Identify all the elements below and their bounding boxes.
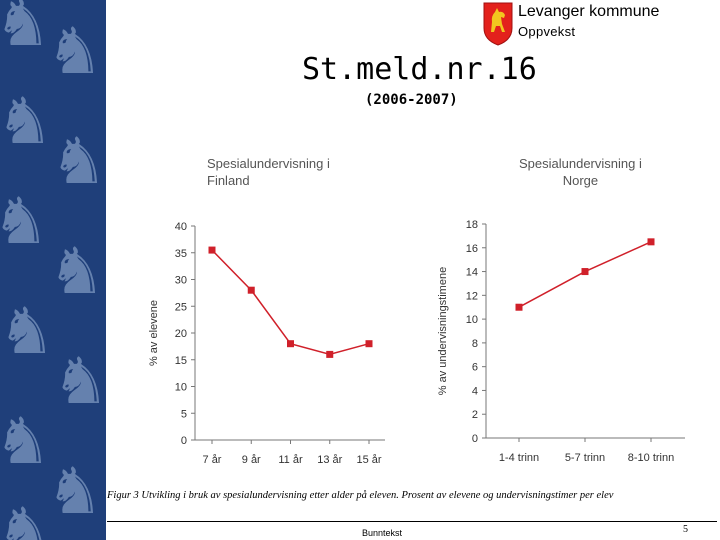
page-title: St.meld.nr.16 (302, 52, 537, 87)
brand-subtitle: Oppvekst (518, 24, 576, 39)
chart-title-line: Norge (562, 173, 599, 188)
brand-name: Levanger kommune (518, 3, 660, 20)
x-tick-label: 1-4 trinn (499, 452, 539, 464)
horse-icon: ♞ (0, 185, 50, 259)
decorative-sidebar: ♞ ♞ ♞ ♞ ♞ ♞ ♞ ♞ ♞ ♞ ♞ (0, 0, 106, 540)
y-tick-label: 40 (175, 221, 187, 233)
chart-title-line: Spesialundervisning i (207, 156, 330, 171)
horse-icon: ♞ (46, 15, 104, 89)
page-number: 5 (683, 524, 688, 535)
data-point (581, 268, 589, 276)
horse-icon: ♞ (48, 235, 106, 309)
x-tick-label: 5-7 trinn (565, 452, 605, 464)
footer-divider (107, 521, 717, 522)
page-subtitle: (2006-2007) (365, 92, 458, 108)
x-tick-label: 9 år (242, 454, 261, 466)
chart-title-line: Spesialundervisning i (519, 156, 642, 171)
data-point (208, 246, 216, 254)
horse-icon: ♞ (0, 495, 54, 540)
figure-caption: Figur 3 Utvikling i bruk av spesialunder… (107, 490, 614, 501)
y-tick-label: 2 (472, 409, 478, 421)
y-tick-label: 0 (472, 433, 478, 445)
y-axis-label: % av undervisningstimene (437, 267, 449, 395)
x-tick-label: 8-10 trinn (628, 452, 674, 464)
y-tick-label: 15 (175, 355, 187, 367)
footer-text: Bunntekst (362, 528, 403, 538)
horse-icon: ♞ (50, 125, 106, 199)
chart-title-line: Finland (207, 173, 250, 188)
horse-icon: ♞ (0, 0, 52, 61)
coat-of-arms-logo (483, 2, 513, 46)
y-tick-label: 10 (466, 314, 478, 326)
y-tick-label: 20 (175, 328, 187, 340)
data-point (515, 303, 523, 311)
y-tick-label: 14 (466, 267, 478, 279)
y-tick-label: 35 (175, 248, 187, 260)
y-tick-label: 6 (472, 362, 478, 374)
data-point (247, 286, 255, 294)
y-tick-label: 10 (175, 382, 187, 394)
y-tick-label: 8 (472, 338, 478, 350)
x-tick-label: 15 år (356, 454, 381, 466)
y-tick-label: 30 (175, 275, 187, 287)
horse-icon: ♞ (52, 345, 106, 419)
y-tick-label: 18 (466, 219, 478, 231)
data-point (365, 340, 373, 348)
y-tick-label: 25 (175, 301, 187, 313)
y-axis-label: % av elevene (148, 300, 160, 366)
y-tick-label: 12 (466, 290, 478, 302)
y-tick-label: 0 (181, 435, 187, 447)
y-tick-label: 4 (472, 385, 478, 397)
horse-icon: ♞ (46, 455, 104, 529)
y-tick-label: 16 (466, 243, 478, 255)
horse-icon: ♞ (0, 405, 52, 479)
x-tick-label: 13 år (317, 454, 342, 466)
data-point (287, 340, 294, 348)
series-line-finland (211, 249, 370, 356)
data-point (647, 238, 655, 246)
data-point (326, 350, 334, 358)
y-tick-label: 5 (181, 408, 187, 420)
x-tick-label: 11 år (278, 454, 303, 466)
chart-title-finland: Spesialundervisning i Finland (207, 155, 330, 189)
chart-title-norway: Spesialundervisning i Norge (519, 155, 642, 189)
horse-icon: ♞ (0, 295, 56, 369)
x-tick-label: 7 år (203, 454, 222, 466)
horse-icon: ♞ (0, 85, 54, 159)
